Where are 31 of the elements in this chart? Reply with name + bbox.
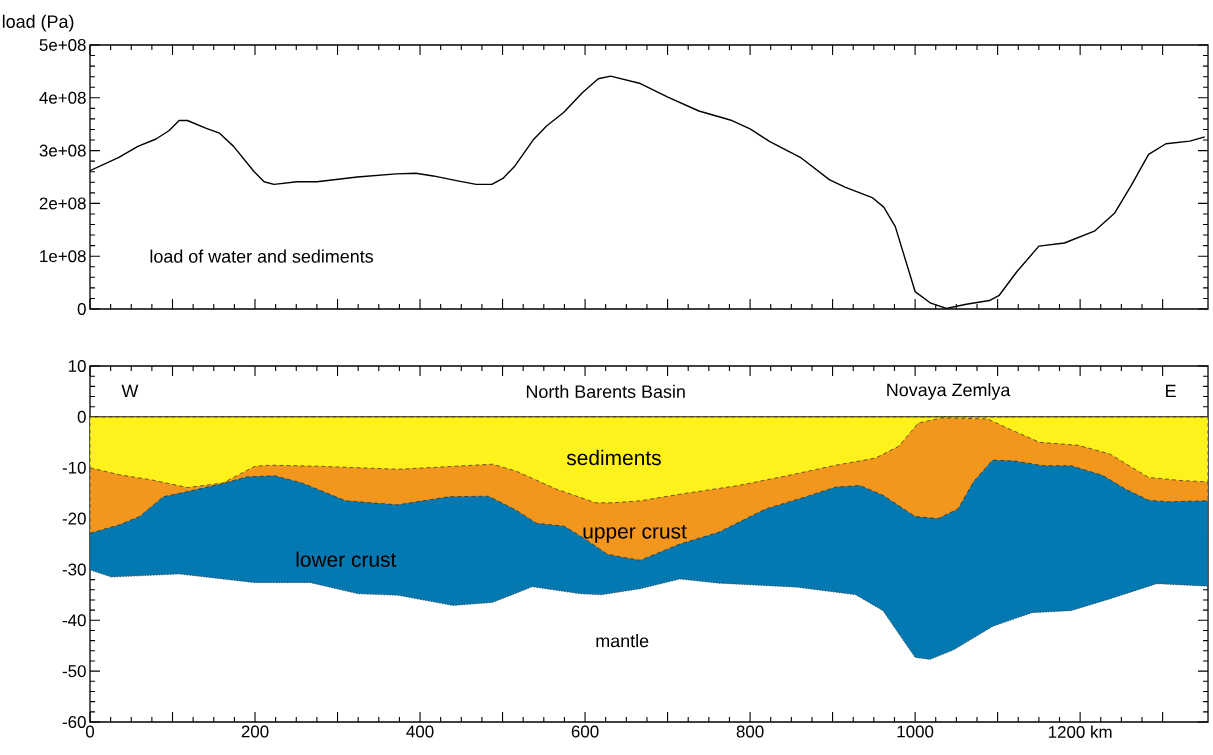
y-axis-title: load (Pa)	[2, 14, 74, 32]
annotation: mantle	[596, 634, 649, 648]
x-tick-label: 1000	[897, 725, 934, 738]
x-tick-label: 1200 km	[1048, 725, 1112, 738]
x-tick-label: 400	[406, 725, 434, 738]
x-tick-label: 0	[85, 725, 95, 738]
y-tick-label: 4e+08	[39, 91, 86, 104]
series-label: upper crust	[583, 524, 687, 543]
annotation: North Barents Basin	[526, 384, 685, 399]
y-tick-label: 3e+08	[39, 144, 86, 157]
x-tick-label: 600	[571, 725, 599, 738]
y-tick-label: 2e+08	[39, 197, 86, 210]
series-label: sediments	[566, 449, 661, 466]
y-tick-label: -50	[62, 665, 86, 678]
x-tick-label: 200	[241, 725, 269, 738]
y-tick-label: 0	[77, 410, 86, 423]
y-tick-label: 10	[68, 360, 86, 372]
y-tick-label: 1e+08	[40, 250, 86, 263]
annotation: Novaya Zemlya	[887, 383, 1011, 400]
series-label: lower crust	[296, 551, 397, 567]
annotation: E	[1166, 384, 1176, 398]
y-tick-label: 0	[77, 303, 86, 315]
annotation: W	[121, 384, 139, 398]
x-tick-label: 800	[736, 725, 764, 738]
annotation: load of water and sediments	[150, 249, 374, 263]
y-tick-label: -60	[62, 716, 86, 728]
y-tick-label: -40	[62, 614, 86, 627]
y-tick-label: 5e+08	[39, 39, 86, 51]
y-tick-label: -20	[62, 512, 86, 525]
y-tick-label: -30	[62, 563, 86, 576]
y-tick-label: -10	[62, 461, 86, 474]
